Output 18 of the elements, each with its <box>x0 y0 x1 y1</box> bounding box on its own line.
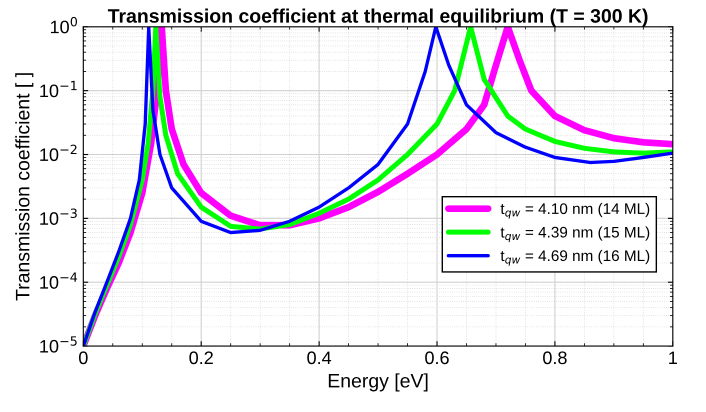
y-tick-label: 10$^{−4}$ <box>40 272 78 289</box>
legend-label: t$_{qw}$ = 4.39 nm (15 ML) <box>500 226 650 242</box>
y-tick-label: 10$^{0}$ <box>50 16 78 34</box>
y-tick-label: 10$^{−1}$ <box>40 80 77 98</box>
legend-label: t$_{qw}$ = 4.10 nm (14 ML) <box>500 202 650 219</box>
chart-title: Transmission coefficient at thermal equilibrium (T = 300 K) <box>108 8 648 27</box>
legend-label: t$_{qw}$ = 4.69 nm (16 ML) <box>500 250 650 266</box>
x-tick-label: 0 <box>78 351 88 364</box>
x-axis-title: Energy [eV] <box>328 373 428 392</box>
x-tick-label: 0.2 <box>189 351 213 364</box>
y-tick-label: 10$^{−3}$ <box>40 208 77 225</box>
x-tick-label: 0.8 <box>543 351 567 364</box>
y-tick-label: 10$^{−2}$ <box>40 144 77 162</box>
y-tick-label: 10$^{−5}$ <box>40 336 77 353</box>
y-axis-title: Transmission coefficient [ ] <box>15 73 34 301</box>
x-tick-label: 1 <box>669 352 677 364</box>
x-tick-label: 0.4 <box>307 351 332 364</box>
x-tick-label: 0.6 <box>425 351 449 364</box>
